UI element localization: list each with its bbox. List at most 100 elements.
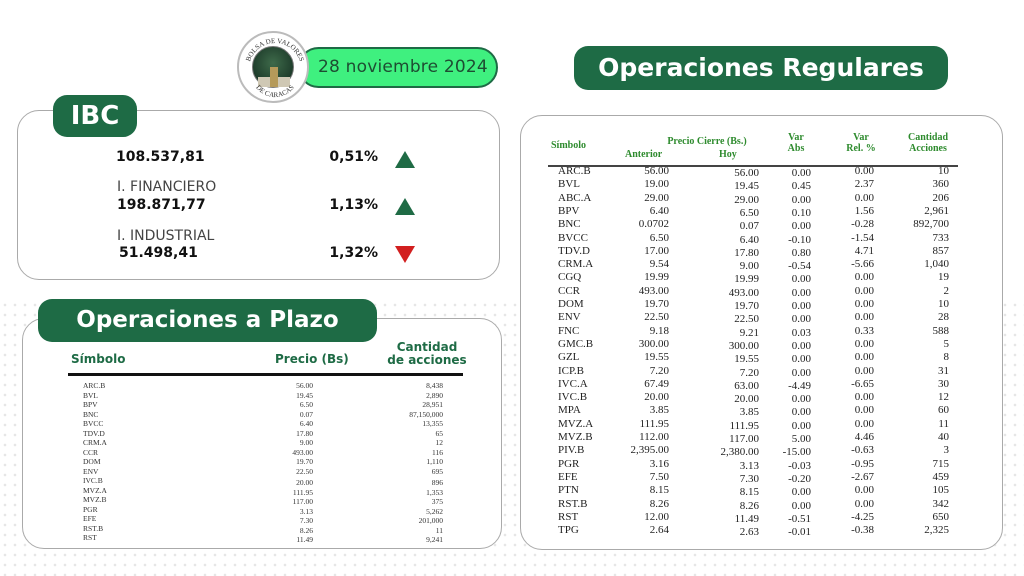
price-cell: 8.26 [299,525,313,535]
qty-cell: 8 [943,351,950,364]
regulares-row: IVC.A 67.49 63.00 -4.49 -6.65 30 [521,378,1004,392]
prev-cell: 0.0702 [638,218,669,231]
symbol-cell: RST.B [558,497,588,510]
qty-cell: 65 [435,428,444,438]
prev-cell: 17.00 [644,244,669,257]
varabs-cell: 0.00 [791,193,811,206]
today-cell: 29.00 [734,193,759,206]
symbol-cell: GMC.B [558,337,594,350]
symbol-cell: ENV [83,466,99,476]
today-cell: 9.21 [739,326,759,339]
symbol-cell: ICP.B [558,364,584,377]
varrel-cell: 0.00 [854,298,874,310]
prev-cell: 6.40 [649,204,669,217]
today-cell: 17.80 [734,246,759,259]
price-cell: 493.00 [292,447,313,457]
qty-cell: 1,110 [426,457,443,466]
regulares-row: ENV 22.50 22.50 0.00 0.00 28 [521,311,1004,325]
regulares-row: CCR 493.00 493.00 0.00 0.00 2 [521,284,1004,299]
qty-cell: 201,000 [418,516,443,525]
price-cell: 19.45 [296,390,313,400]
regulares-row: ABC.A 29.00 29.00 0.00 0.00 206 [521,191,1004,206]
prev-cell: 19.99 [644,271,669,284]
symbol-cell: ARC.B [83,381,106,390]
qty-cell: 10 [938,298,949,310]
regulares-row: IVC.B 20.00 20.00 0.00 0.00 12 [521,391,1004,406]
varabs-cell: -0.03 [788,459,811,472]
varrel-cell: -5.66 [851,258,874,271]
price-cell: 3.13 [299,506,313,516]
qty-cell: 206 [932,191,950,204]
varabs-cell: 0.45 [791,180,811,193]
varabs-cell: 0.00 [791,220,811,233]
symbol-cell: EFE [558,470,578,483]
today-cell: 8.15 [739,486,759,499]
qty-cell: 5,262 [426,506,443,516]
prev-cell: 8.26 [649,497,669,510]
prev-cell: 29.00 [644,191,669,204]
symbol-cell: MPA [558,404,581,417]
varabs-cell: -0.20 [788,472,811,485]
today-cell: 56.00 [734,167,759,179]
reg-header-prev: Anterior [625,149,663,160]
price-cell: 56.00 [296,381,313,390]
reg-header-today: Hoy [719,149,737,160]
regulares-row: BPV 6.40 6.50 0.10 1.56 2,961 [521,204,1004,219]
today-cell: 19.55 [734,353,759,366]
prev-cell: 3.85 [649,404,669,417]
varrel-cell: 0.00 [854,165,874,177]
symbol-cell: MVZ.B [558,431,593,443]
symbol-cell: CRM.A [83,438,107,447]
qty-cell: 28,951 [422,400,443,409]
industrial-value: 51.498,41 [119,245,198,261]
prev-cell: 112.00 [639,431,669,443]
symbol-cell: FNC [558,324,580,337]
varrel-cell: 0.00 [854,191,874,204]
plazo-row: RST.B 8.26 11 [23,523,503,535]
varrel-cell: 0.00 [854,271,874,284]
svg-text:BOLSA DE VALORES: BOLSA DE VALORES [244,37,305,63]
price-cell: 22.50 [296,466,313,476]
plazo-row: BPV 6.50 28,951 [23,400,503,410]
qty-cell: 360 [932,178,950,191]
plazo-panel: Símbolo Precio (Bs) Cantidad de acciones … [22,318,502,549]
plazo-row: CCR 493.00 116 [23,448,503,458]
date-badge: 28 noviembre 2024 [298,47,498,88]
qty-cell: 2,961 [924,204,949,217]
varabs-cell: 5.00 [791,433,811,445]
price-cell: 0.07 [299,409,313,419]
today-cell: 19.70 [734,300,759,312]
prev-cell: 19.70 [644,298,669,310]
ibc-pct: 0,51% [329,149,378,165]
varabs-cell: -0.54 [788,260,811,273]
symbol-cell: RST [83,533,97,542]
qty-cell: 2 [943,284,950,297]
varabs-cell: 0.00 [791,393,811,406]
regulares-divider [548,165,958,167]
prev-cell: 2.64 [649,524,669,537]
qty-cell: 695 [431,466,443,476]
varabs-cell: -15.00 [782,446,811,459]
plazo-row: MVZ.A 111.95 1,353 [23,486,503,497]
prev-cell: 9.18 [649,324,669,337]
regulares-row: GZL 19.55 19.55 0.00 0.00 8 [521,351,1004,366]
symbol-cell: MVZ.A [558,417,594,430]
prev-cell: 2,395.00 [630,444,670,457]
bvc-logo: BOLSA DE VALORES DE CARACAS [237,31,309,103]
symbol-cell: PIV.B [558,444,585,457]
industrial-pct: 1,32% [329,245,378,261]
price-cell: 111.95 [292,487,313,497]
today-cell: 19.99 [734,273,759,286]
symbol-cell: DOM [558,298,584,310]
qty-cell: 5 [943,337,950,350]
symbol-cell: EFE [83,514,97,523]
price-cell: 7.30 [299,516,313,525]
varabs-cell: 0.00 [791,419,811,432]
symbol-cell: TPG [558,524,579,537]
symbol-cell: IVC.B [83,476,103,485]
varabs-cell: -0.51 [788,512,811,525]
price-cell: 6.50 [299,400,313,409]
symbol-cell: BVCC [83,419,104,428]
plazo-row: DOM 19.70 1,110 [23,457,503,467]
symbol-cell: RST.B [83,523,104,533]
